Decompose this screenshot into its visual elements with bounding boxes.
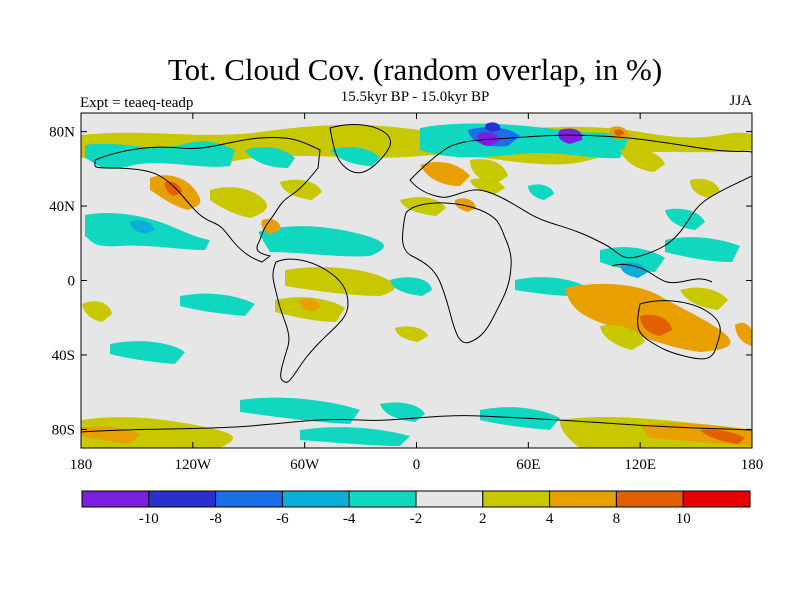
coastline-africa xyxy=(401,202,512,344)
coastline-greenland xyxy=(329,124,392,174)
anomaly-patch xyxy=(700,429,745,444)
colorbar-swatch xyxy=(415,490,484,508)
colorbar-swatch xyxy=(148,490,217,508)
y-axis: 80N 40N 0 40S 80S xyxy=(49,125,752,438)
colorbar-label: 8 xyxy=(613,511,621,527)
colorbar-label: 10 xyxy=(676,511,691,527)
anomaly-patch xyxy=(640,314,672,336)
anomaly-patch xyxy=(164,181,182,196)
colorbar-swatch xyxy=(281,490,350,508)
colorbar-label: -2 xyxy=(410,511,423,527)
colorbar-label: -8 xyxy=(209,511,222,527)
y-tick-label: 40N xyxy=(49,199,75,215)
colorbar-swatch xyxy=(615,490,684,508)
anomaly-patch xyxy=(210,187,267,218)
anomaly-patch xyxy=(380,402,425,422)
coastline-north-america xyxy=(94,137,321,263)
colorbar-label: 2 xyxy=(479,511,487,527)
anomaly-patch xyxy=(420,162,470,186)
colorbar: -10 -8 -6 -4 -2 2 4 8 10 xyxy=(81,490,751,527)
x-tick-label: 60E xyxy=(516,457,540,473)
colorbar-swatch xyxy=(682,490,751,508)
anomaly-patch xyxy=(280,179,322,200)
anomaly-patch xyxy=(299,298,320,312)
x-tick-label: 180 xyxy=(70,457,93,473)
colorbar-label: 4 xyxy=(546,511,554,527)
colorbar-swatch xyxy=(482,490,551,508)
anomaly-patch xyxy=(614,129,624,136)
colorbar-swatch xyxy=(549,490,617,508)
anomaly-patch xyxy=(180,293,255,316)
y-tick-label: 80S xyxy=(52,422,75,438)
coastline-south-america xyxy=(272,258,349,383)
x-tick-label: 120W xyxy=(174,457,212,473)
colorbar-swatch xyxy=(215,490,283,508)
anomaly-patch xyxy=(261,218,281,234)
x-tick-label: 120E xyxy=(624,457,656,473)
anomaly-patch xyxy=(390,277,432,296)
anomaly-patch xyxy=(240,397,360,424)
anomaly-patch xyxy=(395,326,428,342)
anomaly-patch xyxy=(130,220,155,234)
anomaly-patch xyxy=(480,407,560,430)
anomaly-patch xyxy=(470,178,505,194)
anomaly-patch xyxy=(470,158,508,184)
y-tick-label: 40S xyxy=(52,348,75,364)
anomaly-patch xyxy=(258,226,384,257)
colorbar-label: -6 xyxy=(276,511,289,527)
x-tick-label: 180 xyxy=(741,457,764,473)
anomaly-patch xyxy=(600,324,645,350)
coastlines xyxy=(81,124,752,433)
anomaly-patch xyxy=(110,341,185,364)
anomaly-patch xyxy=(330,147,380,166)
anomaly-patch xyxy=(558,128,583,144)
anomaly-patch xyxy=(82,301,112,322)
anomaly-patch xyxy=(300,427,410,446)
experiment-label: Expt = teaeq-teadp xyxy=(80,95,194,111)
anomaly-patch xyxy=(690,178,720,198)
map-title: Tot. Cloud Cov. (random overlap, in %) xyxy=(167,52,663,87)
coastline-maritime-continent xyxy=(611,263,713,284)
anomaly-patch xyxy=(665,237,740,262)
y-tick-label: 80N xyxy=(49,125,75,141)
anomaly-patch xyxy=(528,184,554,200)
colorbar-label: -4 xyxy=(343,511,356,527)
anomaly-patch xyxy=(620,148,665,172)
colorbar-label: -10 xyxy=(139,511,159,527)
anomaly-patch xyxy=(680,287,728,310)
coastline-eurasia xyxy=(409,134,752,259)
colorbar-swatch xyxy=(81,490,150,508)
x-tick-label: 0 xyxy=(413,457,421,473)
anomaly-patch xyxy=(400,197,446,216)
season-label: JJA xyxy=(729,93,752,109)
map-subtitle: 15.5kyr BP - 15.0kyr BP xyxy=(340,89,490,105)
anomaly-patch xyxy=(485,122,501,132)
x-axis: 180 120W 60W 0 60E 120E 180 xyxy=(70,113,764,473)
anomaly-patch xyxy=(665,208,705,230)
y-tick-label: 0 xyxy=(68,274,76,290)
anomaly-patch xyxy=(735,322,752,346)
x-tick-label: 60W xyxy=(290,457,320,473)
anomaly-patch xyxy=(245,147,295,168)
coastline-antarctica xyxy=(81,415,752,433)
anomaly-patch xyxy=(620,262,648,278)
colorbar-swatch xyxy=(348,490,417,508)
coastline-australia xyxy=(637,300,721,360)
